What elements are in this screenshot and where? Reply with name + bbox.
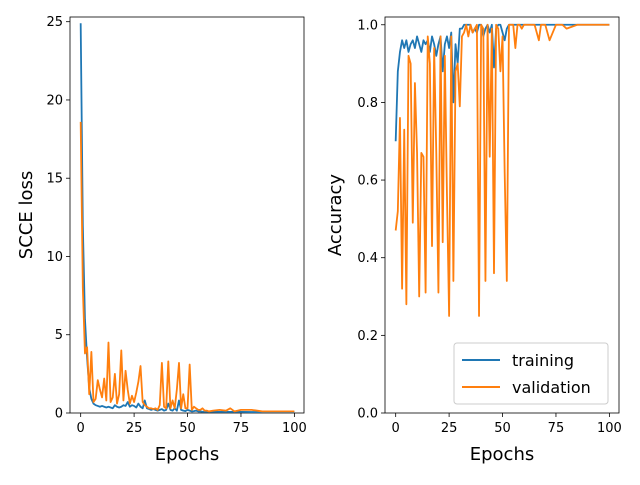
accuracy-y-axis-label: Accuracy <box>325 174 346 257</box>
loss-y-tick-label: 5 <box>55 328 63 343</box>
loss-series-group <box>79 23 295 413</box>
loss-line-series-2 <box>79 121 295 413</box>
loss-x-tick-label: 0 <box>77 421 85 436</box>
loss-y-ticks: 0 5 10 15 20 25 <box>46 15 70 422</box>
loss-plot-frame <box>69 16 305 414</box>
accuracy-x-tick-label: 100 <box>597 421 622 436</box>
accuracy-y-tick-label: 1.0 <box>357 18 378 33</box>
accuracy-x-tick-label: 25 <box>441 421 458 436</box>
loss-x-tick-label: 100 <box>282 421 307 436</box>
accuracy-plot: 0 25 50 75 100 0.0 0.2 0.4 0.6 0.8 1.0 Epochs Acc… <box>325 16 622 465</box>
loss-plot: 0 25 50 75 100 0 5 10 15 20 25 Epochs SCCE loss <box>16 15 307 465</box>
accuracy-y-tick-label: 0.4 <box>357 251 378 266</box>
loss-x-axis-label: Epochs <box>155 444 220 465</box>
loss-x-tick-label: 75 <box>233 421 250 436</box>
loss-y-tick-label: 20 <box>46 93 63 108</box>
loss-x-ticks: 0 25 50 75 100 <box>77 413 307 436</box>
accuracy-x-tick-label: 50 <box>494 421 511 436</box>
legend-label-training: training <box>512 351 574 370</box>
accuracy-x-tick-label: 0 <box>392 421 400 436</box>
accuracy-y-ticks: 0.0 0.2 0.4 0.6 0.8 1.0 <box>357 18 385 422</box>
legend-box <box>453 342 609 405</box>
accuracy-y-tick-label: 0.0 <box>357 407 378 422</box>
loss-y-tick-label: 25 <box>46 15 63 30</box>
accuracy-x-axis-label: Epochs <box>470 444 535 465</box>
accuracy-y-tick-label: 0.2 <box>357 329 378 344</box>
loss-x-tick-label: 50 <box>179 421 196 436</box>
accuracy-series-group <box>394 23 610 317</box>
accuracy-y-tick-label: 0.8 <box>357 96 378 111</box>
loss-y-tick-label: 0 <box>55 407 63 422</box>
legend-label-validation: validation <box>512 378 591 397</box>
accuracy-y-tick-label: 0.6 <box>357 174 378 189</box>
loss-y-tick-label: 15 <box>46 172 63 187</box>
accuracy-x-tick-label: 75 <box>548 421 565 436</box>
accuracy-x-ticks: 0 25 50 75 100 <box>392 413 622 436</box>
loss-x-tick-label: 25 <box>126 421 143 436</box>
legend: training validation <box>453 342 609 405</box>
loss-y-axis-label: SCCE loss <box>16 171 37 259</box>
accuracy-line-validation <box>394 23 610 317</box>
loss-y-tick-label: 10 <box>46 250 63 265</box>
accuracy-plot-frame <box>384 16 620 414</box>
